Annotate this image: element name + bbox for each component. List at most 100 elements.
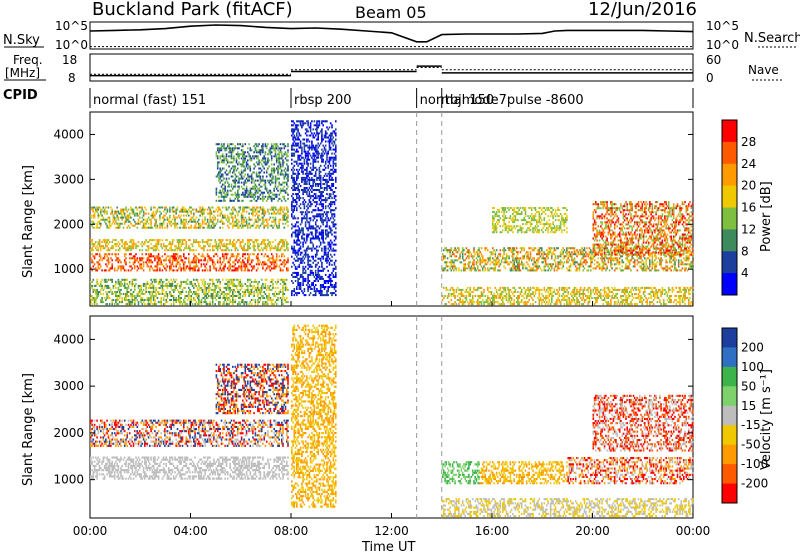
echo-cell <box>292 262 294 264</box>
echo-cell <box>168 249 170 251</box>
echo-cell <box>335 155 337 157</box>
echo-cell <box>294 155 296 157</box>
echo-cell <box>330 278 332 280</box>
echo-cell <box>119 227 121 229</box>
echo-cell <box>319 122 321 124</box>
echo-cell <box>258 163 260 165</box>
echo-cell <box>233 159 235 161</box>
echo-cell <box>188 293 190 295</box>
echo-cell <box>94 303 96 305</box>
echo-cell <box>294 141 296 143</box>
echo-cell <box>186 245 188 247</box>
echo-cell <box>100 211 102 213</box>
echo-cell <box>256 269 258 271</box>
echo-cell <box>271 155 273 157</box>
echo-cell <box>253 295 255 297</box>
echo-cell <box>333 270 335 272</box>
echo-cell <box>194 299 196 301</box>
echo-cell <box>248 269 250 271</box>
echo-cell <box>326 262 328 264</box>
echo-cell <box>319 240 321 242</box>
echo-cell <box>111 209 113 211</box>
echo-cell <box>322 215 324 217</box>
echo-cell <box>248 207 250 209</box>
echo-cell <box>297 225 299 227</box>
echo-cell <box>175 211 177 213</box>
echo-cell <box>296 256 298 258</box>
echo-cell <box>241 174 243 176</box>
echo-cell <box>180 283 182 285</box>
echo-cell <box>295 266 297 268</box>
echo-cell <box>281 157 283 159</box>
echo-cell <box>95 267 97 269</box>
echo-cell <box>242 227 244 229</box>
echo-cell <box>224 265 226 267</box>
echo-cell <box>233 223 235 225</box>
echo-cell <box>183 263 185 265</box>
nave-label: Nave <box>748 63 779 77</box>
echo-cell <box>330 141 332 143</box>
echo-cell <box>294 169 296 171</box>
echo-cell <box>96 289 98 291</box>
echo-cell <box>120 261 122 263</box>
echo-cell <box>299 139 301 141</box>
echo-cell <box>247 174 249 176</box>
echo-cell <box>248 180 250 182</box>
echo-cell <box>265 293 267 295</box>
echo-cell <box>209 265 211 267</box>
echo-cell <box>99 243 101 245</box>
echo-cell <box>257 198 259 200</box>
echo-cell <box>325 141 327 143</box>
echo-cell <box>116 291 118 293</box>
echo-cell <box>196 209 198 211</box>
echo-cell <box>248 217 250 219</box>
echo-cell <box>315 147 317 149</box>
echo-cell <box>275 301 277 303</box>
echo-cell <box>270 265 272 267</box>
echo-cell <box>201 303 203 305</box>
echo-cell <box>322 161 324 163</box>
echo-cell <box>232 151 234 153</box>
echo-cell <box>95 301 97 303</box>
echo-cell <box>320 242 322 244</box>
echo-cell <box>218 161 220 163</box>
echo-cell <box>237 223 239 225</box>
echo-cell <box>142 303 144 305</box>
echo-cell <box>191 281 193 283</box>
echo-cell <box>331 153 333 155</box>
echo-cell <box>306 205 308 207</box>
echo-cell <box>159 219 161 221</box>
echo-cell <box>248 213 250 215</box>
echo-cell <box>271 245 273 247</box>
echo-cell <box>302 165 304 167</box>
echo-cell <box>263 198 265 200</box>
echo-cell <box>314 153 316 155</box>
echo-cell <box>287 145 289 147</box>
echo-cell <box>272 176 274 178</box>
echo-cell <box>105 243 107 245</box>
echo-cell <box>209 215 211 217</box>
echo-cell <box>306 169 308 171</box>
echo-cell <box>291 195 293 197</box>
echo-cell <box>121 239 123 241</box>
echo-cell <box>292 193 294 195</box>
echo-cell <box>258 281 260 283</box>
echo-cell <box>329 197 331 199</box>
echo-cell <box>114 303 116 305</box>
echo-cell <box>113 247 115 249</box>
echo-cell <box>302 227 304 229</box>
echo-cell <box>217 163 219 165</box>
echo-cell <box>253 207 255 209</box>
echo-cell <box>248 223 250 225</box>
echo-cell <box>240 279 242 281</box>
echo-cell <box>263 227 265 229</box>
echo-cell <box>177 253 179 255</box>
echo-cell <box>324 153 326 155</box>
echo-cell <box>321 264 323 266</box>
echo-cell <box>335 250 337 252</box>
echo-cell <box>149 269 151 271</box>
echo-cell <box>286 153 288 155</box>
echo-cell <box>311 149 313 151</box>
echo-cell <box>280 163 282 165</box>
